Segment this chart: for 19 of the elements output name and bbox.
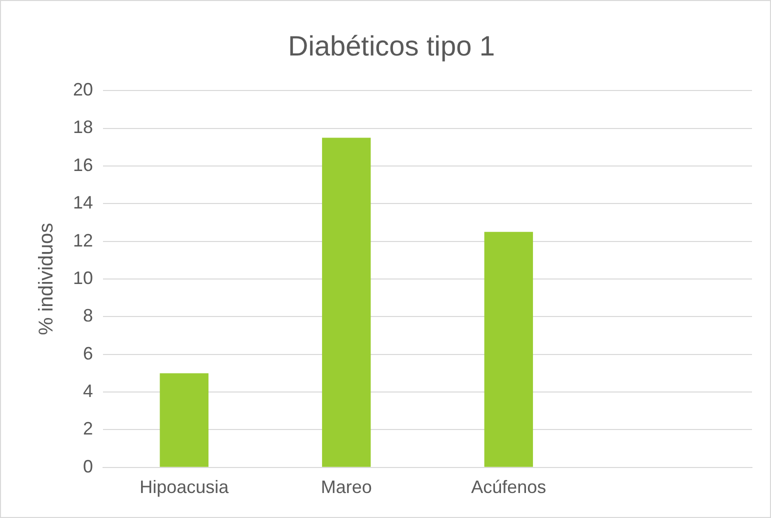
y-tick-label: 8 — [83, 306, 94, 326]
x-tick-label: Hipoacusia — [140, 477, 230, 498]
bar — [160, 373, 208, 467]
y-tick-label: 4 — [83, 381, 94, 402]
y-tick-label: 6 — [83, 343, 94, 364]
chart-title: Diabéticos tipo 1 — [288, 30, 496, 62]
y-tick-label: 2 — [83, 418, 94, 439]
y-tick-label: 14 — [72, 192, 94, 213]
y-tick-label: 20 — [72, 80, 94, 100]
bar — [484, 232, 533, 467]
y-tick-label: 10 — [72, 268, 94, 288]
y-tick-label: 16 — [72, 154, 94, 175]
x-tick-label: Mareo — [320, 477, 372, 498]
x-tick-label: Acúfenos — [471, 477, 546, 498]
y-tick-label: 12 — [72, 230, 94, 250]
y-axis-title: % individuos — [36, 222, 58, 336]
y-tick-label: 18 — [72, 117, 94, 138]
y-tick-label: 0 — [83, 456, 94, 476]
bar — [322, 138, 371, 467]
